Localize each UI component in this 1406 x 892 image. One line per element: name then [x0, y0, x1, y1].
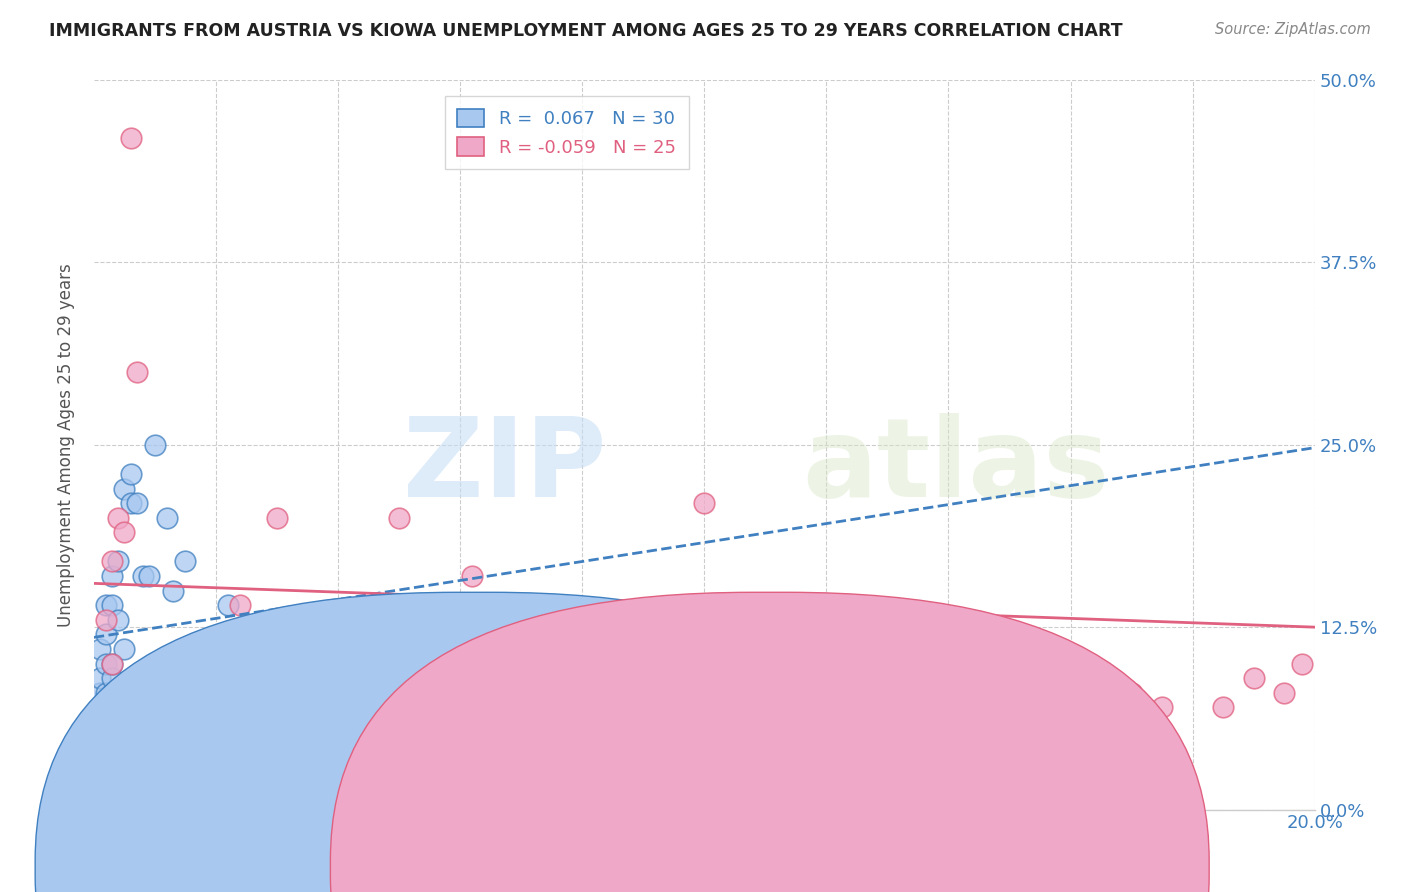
Text: ZIP: ZIP: [404, 413, 606, 520]
Point: [107, 613, 129, 627]
Point: [107, 510, 129, 524]
Text: atlas: atlas: [801, 413, 1109, 520]
Point: [1121, 686, 1143, 700]
Point: [101, 686, 124, 700]
Point: [89, 714, 111, 729]
Point: [114, 482, 136, 496]
Point: [1152, 700, 1174, 714]
Text: Immigrants from Austria: Immigrants from Austria: [433, 852, 636, 870]
Point: [1291, 657, 1313, 671]
Point: [724, 613, 747, 627]
Point: [388, 510, 411, 524]
Legend: R =  0.067   N = 30, R = -0.059   N = 25: R = 0.067 N = 30, R = -0.059 N = 25: [444, 96, 689, 169]
Point: [143, 438, 166, 452]
Point: [89, 686, 111, 700]
Point: [253, 671, 276, 685]
Point: [94, 599, 117, 613]
Point: [89, 700, 111, 714]
Point: [94, 627, 117, 641]
Point: [174, 554, 197, 568]
Point: [89, 642, 111, 657]
Point: [107, 554, 129, 568]
Point: [101, 657, 124, 671]
Point: [120, 467, 142, 481]
Point: [114, 525, 136, 540]
Point: [132, 569, 155, 583]
Point: [693, 496, 716, 510]
Point: [101, 671, 124, 685]
Text: Source: ZipAtlas.com: Source: ZipAtlas.com: [1215, 22, 1371, 37]
Point: [101, 657, 124, 671]
Point: [1272, 686, 1295, 700]
Point: [120, 131, 142, 145]
Point: [785, 642, 807, 657]
Point: [461, 569, 484, 583]
Point: [94, 657, 117, 671]
Point: [938, 657, 960, 671]
Point: [156, 510, 179, 524]
Point: [1029, 686, 1052, 700]
Point: [101, 569, 124, 583]
Point: [101, 599, 124, 613]
Point: [229, 599, 252, 613]
Point: [89, 671, 111, 685]
Point: [1212, 700, 1234, 714]
Point: [101, 554, 124, 568]
Point: [540, 613, 562, 627]
Point: [94, 700, 117, 714]
Text: IMMIGRANTS FROM AUSTRIA VS KIOWA UNEMPLOYMENT AMONG AGES 25 TO 29 YEARS CORRELAT: IMMIGRANTS FROM AUSTRIA VS KIOWA UNEMPLO…: [49, 22, 1123, 40]
Point: [125, 365, 148, 379]
Y-axis label: Unemployment Among Ages 25 to 29 years: Unemployment Among Ages 25 to 29 years: [58, 263, 75, 627]
Point: [815, 599, 838, 613]
Point: [162, 583, 184, 598]
Point: [94, 613, 117, 627]
Point: [107, 686, 129, 700]
Point: [217, 599, 239, 613]
Text: Kiowa: Kiowa: [790, 852, 841, 870]
Point: [266, 510, 288, 524]
Point: [1243, 671, 1265, 685]
Point: [114, 642, 136, 657]
Point: [138, 569, 160, 583]
Point: [94, 686, 117, 700]
Point: [125, 496, 148, 510]
Point: [120, 496, 142, 510]
